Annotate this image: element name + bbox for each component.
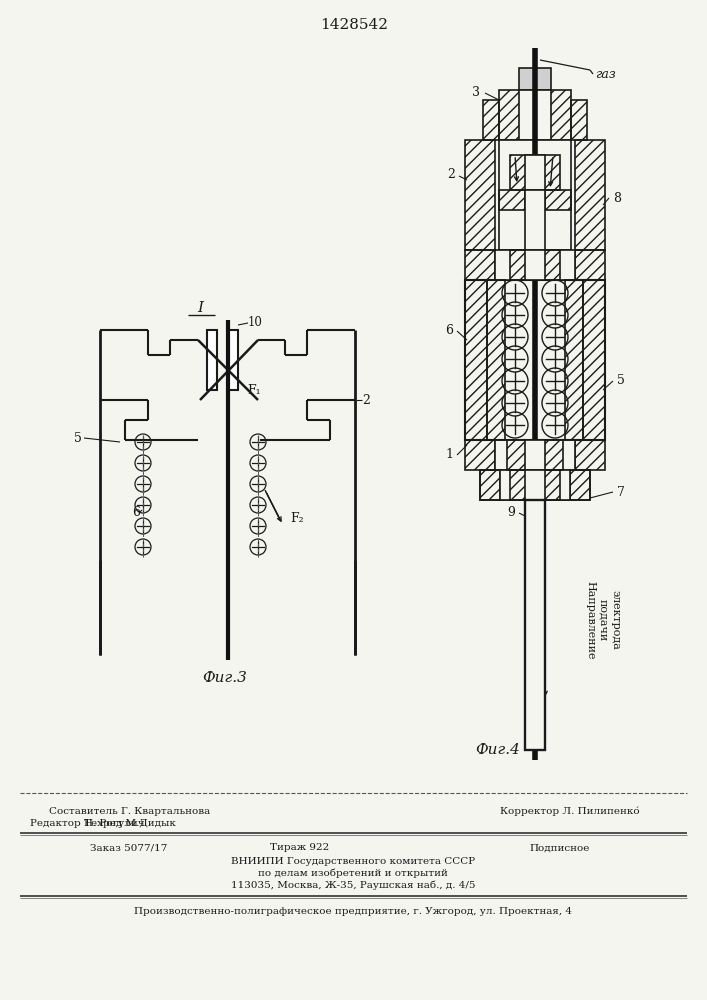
Text: электрода: электрода <box>610 590 620 650</box>
Bar <box>499 140 571 250</box>
Text: 5: 5 <box>617 373 625 386</box>
Text: Фиг.3: Фиг.3 <box>203 671 247 685</box>
Bar <box>465 140 495 250</box>
Bar <box>545 190 571 210</box>
Text: 10: 10 <box>248 316 263 330</box>
Bar <box>525 500 545 750</box>
Bar <box>499 90 571 140</box>
Text: I: I <box>197 301 203 315</box>
Text: Тираж 922: Тираж 922 <box>270 844 329 852</box>
Text: Редактор Н. Рогулич: Редактор Н. Рогулич <box>30 818 145 828</box>
Bar <box>487 280 505 440</box>
Bar <box>228 330 238 390</box>
Bar <box>495 250 575 280</box>
Text: 6: 6 <box>132 506 140 518</box>
Text: 5: 5 <box>74 432 82 444</box>
Bar <box>507 440 563 470</box>
Text: Составитель Г. Квартальнова: Составитель Г. Квартальнова <box>49 806 211 816</box>
Text: Производственно-полиграфическое предприятие, г. Ужгород, ул. Проектная, 4: Производственно-полиграфическое предприя… <box>134 906 572 916</box>
Bar <box>571 100 587 140</box>
Text: F₁: F₁ <box>247 383 261 396</box>
Text: 1428542: 1428542 <box>320 18 388 32</box>
Bar <box>495 440 575 470</box>
Text: 113035, Москва, Ж-35, Раушская наб., д. 4/5: 113035, Москва, Ж-35, Раушская наб., д. … <box>230 880 475 890</box>
Text: газ: газ <box>595 68 616 82</box>
Text: 7: 7 <box>617 486 625 498</box>
Text: 2: 2 <box>447 168 455 182</box>
Bar <box>519 90 551 140</box>
Bar <box>519 68 551 90</box>
Bar <box>583 280 605 440</box>
Text: 9: 9 <box>507 506 515 518</box>
Bar <box>575 250 605 280</box>
Text: Фиг.4: Фиг.4 <box>475 743 520 757</box>
Text: Техред М.Дидык: Техред М.Дидык <box>84 818 176 828</box>
Bar <box>525 250 545 280</box>
Text: Заказ 5077/17: Заказ 5077/17 <box>90 844 168 852</box>
Bar <box>575 140 605 250</box>
Text: подачи: подачи <box>598 599 608 641</box>
Bar <box>465 280 487 440</box>
Bar <box>510 470 560 500</box>
Bar <box>480 470 500 500</box>
Bar <box>525 440 545 470</box>
Bar <box>465 440 495 470</box>
Text: Подписное: Подписное <box>530 844 590 852</box>
Text: ВНИИПИ Государственного комитета СССР: ВНИИПИ Государственного комитета СССР <box>231 856 475 865</box>
Bar <box>575 440 605 470</box>
Text: 6: 6 <box>445 324 453 336</box>
Text: 8: 8 <box>613 192 621 205</box>
Bar <box>565 280 583 440</box>
Bar <box>465 250 495 280</box>
Bar <box>480 470 590 500</box>
Text: Направление: Направление <box>585 581 595 659</box>
Bar <box>207 330 217 390</box>
Bar <box>570 470 590 500</box>
Text: 3: 3 <box>472 87 480 100</box>
Bar <box>525 155 545 190</box>
Text: 2: 2 <box>362 393 370 406</box>
Text: по делам изобретений и открытий: по делам изобретений и открытий <box>258 868 448 878</box>
Text: F₂: F₂ <box>290 512 303 524</box>
Bar <box>510 250 560 280</box>
Bar <box>465 280 605 440</box>
Bar <box>510 155 560 190</box>
Text: 1: 1 <box>445 448 453 462</box>
Bar <box>525 190 545 250</box>
Bar <box>525 470 545 500</box>
Bar <box>500 470 570 500</box>
Bar <box>499 190 525 210</box>
Bar <box>483 100 499 140</box>
Text: Корректор Л. Пилипенко́: Корректор Л. Пилипенко́ <box>500 806 640 816</box>
